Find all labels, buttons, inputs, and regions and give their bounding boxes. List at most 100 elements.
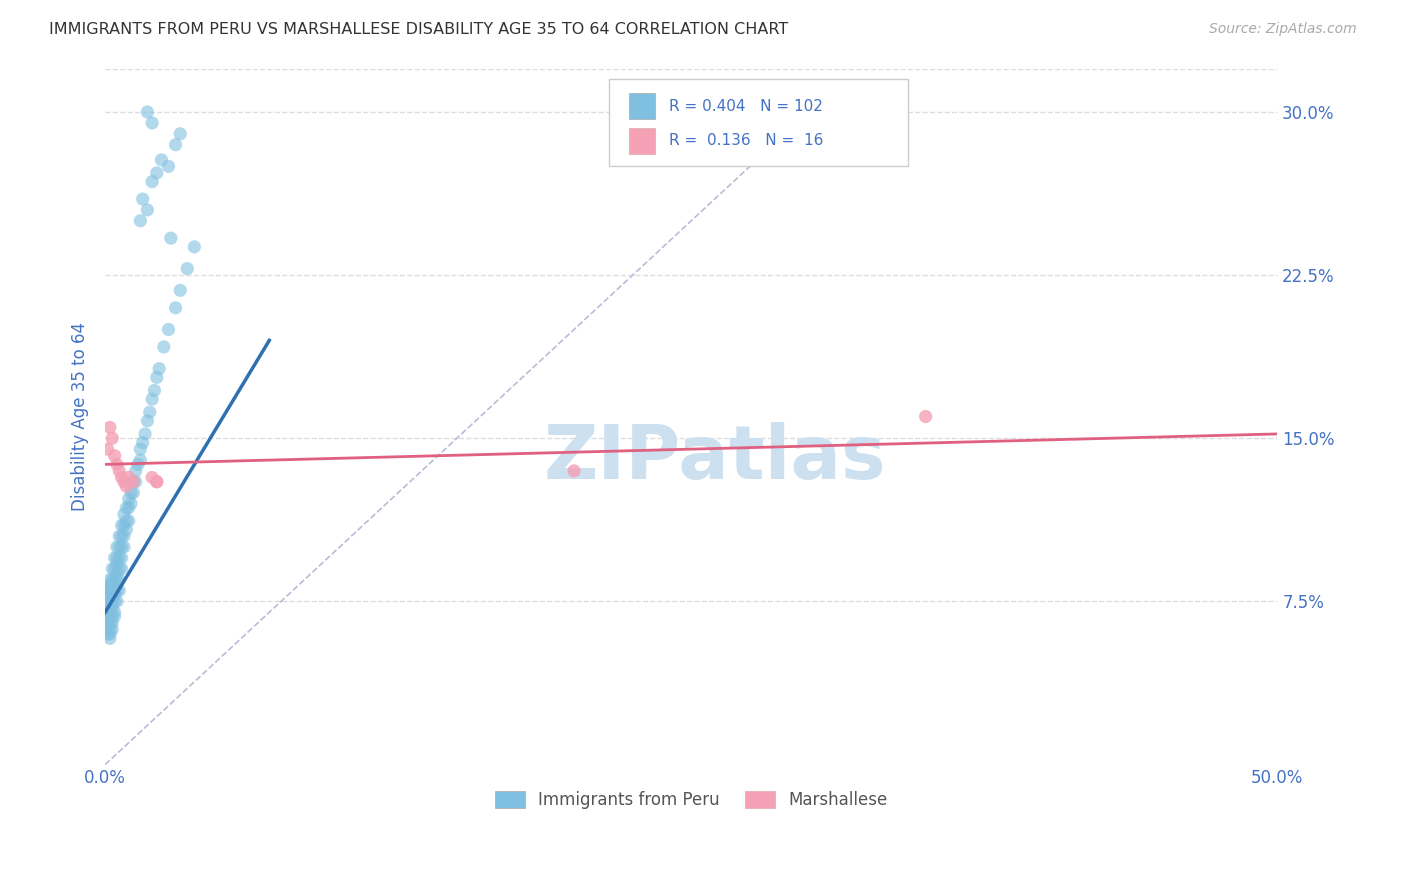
Immigrants from Peru	[115, 514, 138, 528]
Marshallese	[141, 470, 163, 484]
Text: Source: ZipAtlas.com: Source: ZipAtlas.com	[1209, 22, 1357, 37]
Text: ZIPatlas: ZIPatlas	[543, 422, 886, 495]
Marshallese	[105, 458, 128, 472]
Immigrants from Peru	[98, 605, 121, 619]
Immigrants from Peru	[98, 609, 121, 624]
Immigrants from Peru	[98, 616, 121, 631]
Marshallese	[103, 449, 125, 463]
Immigrants from Peru	[105, 558, 128, 572]
Immigrants from Peru	[103, 609, 125, 624]
Immigrants from Peru	[96, 588, 118, 602]
Marshallese	[108, 464, 131, 478]
Immigrants from Peru	[98, 579, 121, 593]
Marshallese	[118, 470, 141, 484]
Immigrants from Peru	[169, 284, 191, 298]
Immigrants from Peru	[165, 137, 187, 152]
Immigrants from Peru	[129, 213, 152, 227]
Immigrants from Peru	[141, 392, 163, 406]
Immigrants from Peru	[150, 153, 173, 167]
Immigrants from Peru	[108, 562, 131, 576]
Immigrants from Peru	[112, 518, 135, 533]
Immigrants from Peru	[101, 579, 124, 593]
Immigrants from Peru	[132, 435, 155, 450]
Immigrants from Peru	[115, 500, 138, 515]
Immigrants from Peru	[112, 508, 135, 522]
Immigrants from Peru	[103, 588, 125, 602]
Immigrants from Peru	[96, 583, 118, 598]
Immigrants from Peru	[120, 496, 142, 510]
Immigrants from Peru	[143, 384, 166, 398]
Immigrants from Peru	[108, 573, 131, 587]
Immigrants from Peru	[120, 485, 142, 500]
Immigrants from Peru	[96, 616, 118, 631]
Immigrants from Peru	[132, 192, 155, 206]
Immigrants from Peru	[101, 609, 124, 624]
Immigrants from Peru	[136, 105, 159, 120]
Marshallese	[562, 464, 585, 478]
Marshallese	[112, 475, 135, 489]
Immigrants from Peru	[129, 442, 152, 457]
Immigrants from Peru	[165, 301, 187, 315]
Immigrants from Peru	[146, 370, 169, 384]
Immigrants from Peru	[111, 550, 134, 565]
Immigrants from Peru	[157, 160, 180, 174]
Immigrants from Peru	[112, 529, 135, 543]
Immigrants from Peru	[96, 627, 118, 641]
Marshallese	[101, 431, 124, 445]
Immigrants from Peru	[111, 562, 134, 576]
Marshallese	[111, 470, 134, 484]
Immigrants from Peru	[98, 573, 121, 587]
Immigrants from Peru	[157, 322, 180, 336]
Immigrants from Peru	[96, 609, 118, 624]
Immigrants from Peru	[122, 485, 145, 500]
Immigrants from Peru	[96, 579, 118, 593]
Immigrants from Peru	[101, 573, 124, 587]
Immigrants from Peru	[101, 588, 124, 602]
Immigrants from Peru	[160, 231, 183, 245]
Immigrants from Peru	[96, 594, 118, 608]
Immigrants from Peru	[108, 550, 131, 565]
Immigrants from Peru	[98, 627, 121, 641]
Immigrants from Peru	[115, 523, 138, 537]
Immigrants from Peru	[108, 540, 131, 554]
Immigrants from Peru	[103, 605, 125, 619]
Marshallese	[146, 475, 169, 489]
Immigrants from Peru	[125, 464, 148, 478]
Immigrants from Peru	[105, 550, 128, 565]
Immigrants from Peru	[105, 540, 128, 554]
Immigrants from Peru	[183, 240, 205, 254]
Immigrants from Peru	[103, 562, 125, 576]
Immigrants from Peru	[103, 583, 125, 598]
Immigrants from Peru	[141, 116, 163, 130]
Immigrants from Peru	[118, 500, 141, 515]
Marshallese	[122, 475, 145, 489]
Immigrants from Peru	[127, 458, 149, 472]
Immigrants from Peru	[148, 361, 170, 376]
Text: R = 0.404   N = 102: R = 0.404 N = 102	[669, 99, 823, 113]
Legend: Immigrants from Peru, Marshallese: Immigrants from Peru, Marshallese	[488, 784, 894, 815]
Immigrants from Peru	[98, 601, 121, 615]
Immigrants from Peru	[98, 623, 121, 637]
Immigrants from Peru	[169, 127, 191, 141]
Immigrants from Peru	[98, 632, 121, 646]
Immigrants from Peru	[103, 573, 125, 587]
Immigrants from Peru	[105, 566, 128, 581]
Immigrants from Peru	[98, 594, 121, 608]
Marshallese	[96, 442, 118, 457]
Immigrants from Peru	[136, 202, 159, 217]
Immigrants from Peru	[105, 594, 128, 608]
Immigrants from Peru	[176, 261, 198, 276]
Immigrants from Peru	[136, 414, 159, 428]
Immigrants from Peru	[96, 594, 118, 608]
Immigrants from Peru	[112, 540, 135, 554]
Marshallese	[115, 479, 138, 493]
Immigrants from Peru	[153, 340, 176, 354]
Immigrants from Peru	[125, 475, 148, 489]
Immigrants from Peru	[103, 550, 125, 565]
Immigrants from Peru	[111, 529, 134, 543]
Immigrants from Peru	[111, 540, 134, 554]
Text: R =  0.136   N =  16: R = 0.136 N = 16	[669, 134, 824, 148]
Immigrants from Peru	[96, 601, 118, 615]
Immigrants from Peru	[139, 405, 162, 419]
Y-axis label: Disability Age 35 to 64: Disability Age 35 to 64	[72, 322, 89, 511]
